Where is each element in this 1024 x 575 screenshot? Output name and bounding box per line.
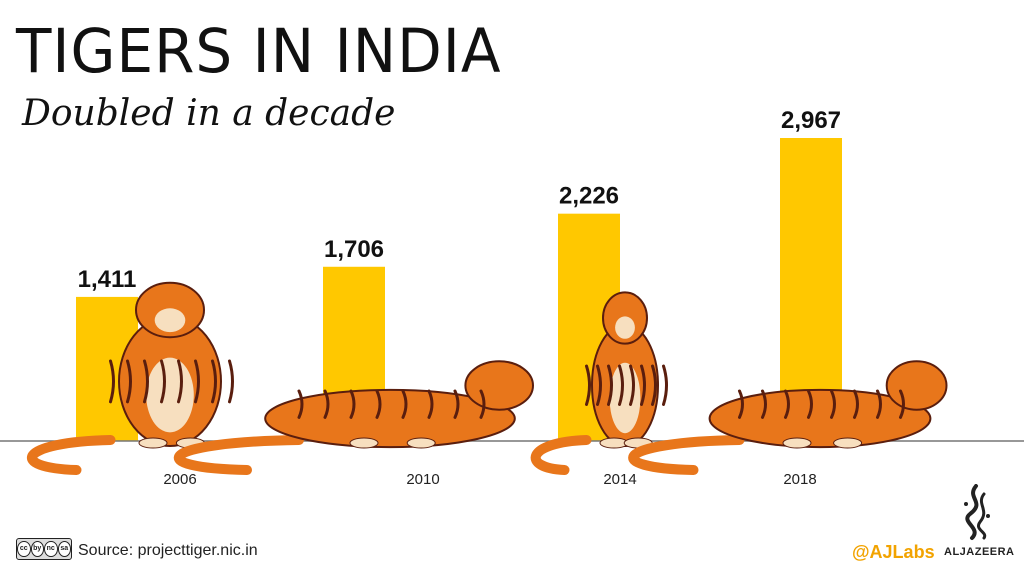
tiger-illustration-2010 [173,360,535,475]
cc-license-mark: cc [17,541,31,557]
chart-title: TIGERS IN INDIA [16,15,502,87]
aljazeera-brand: ALJAZEERA [944,546,1015,558]
x-tick-label-2006: 2006 [163,471,196,488]
tiger-illustration-2018 [628,360,948,475]
value-label-2010: 1,706 [324,236,384,263]
sa-license-mark: sa [57,541,71,557]
aljazeera-logo-icon [964,484,990,540]
value-label-2006: 1,411 [78,266,137,293]
value-label-2018: 2,967 [781,107,841,134]
chart-subtitle: Doubled in a decade [22,93,396,134]
nc-license-mark: nc [44,541,58,557]
ajlabs-handle: @AJLabs [852,542,935,562]
by-license-mark: by [30,541,44,557]
x-tick-label-2010: 2010 [406,471,439,488]
source-text: Source: projecttiger.nic.in [78,542,258,559]
creative-commons-icon: cc by nc sa [16,538,72,560]
x-tick-label-2018: 2018 [783,471,816,488]
value-label-2014: 2,226 [559,183,619,210]
tiger-illustration-2006 [26,281,234,475]
tiger-illustration-2014 [530,291,668,475]
x-tick-label-2014: 2014 [603,471,636,488]
